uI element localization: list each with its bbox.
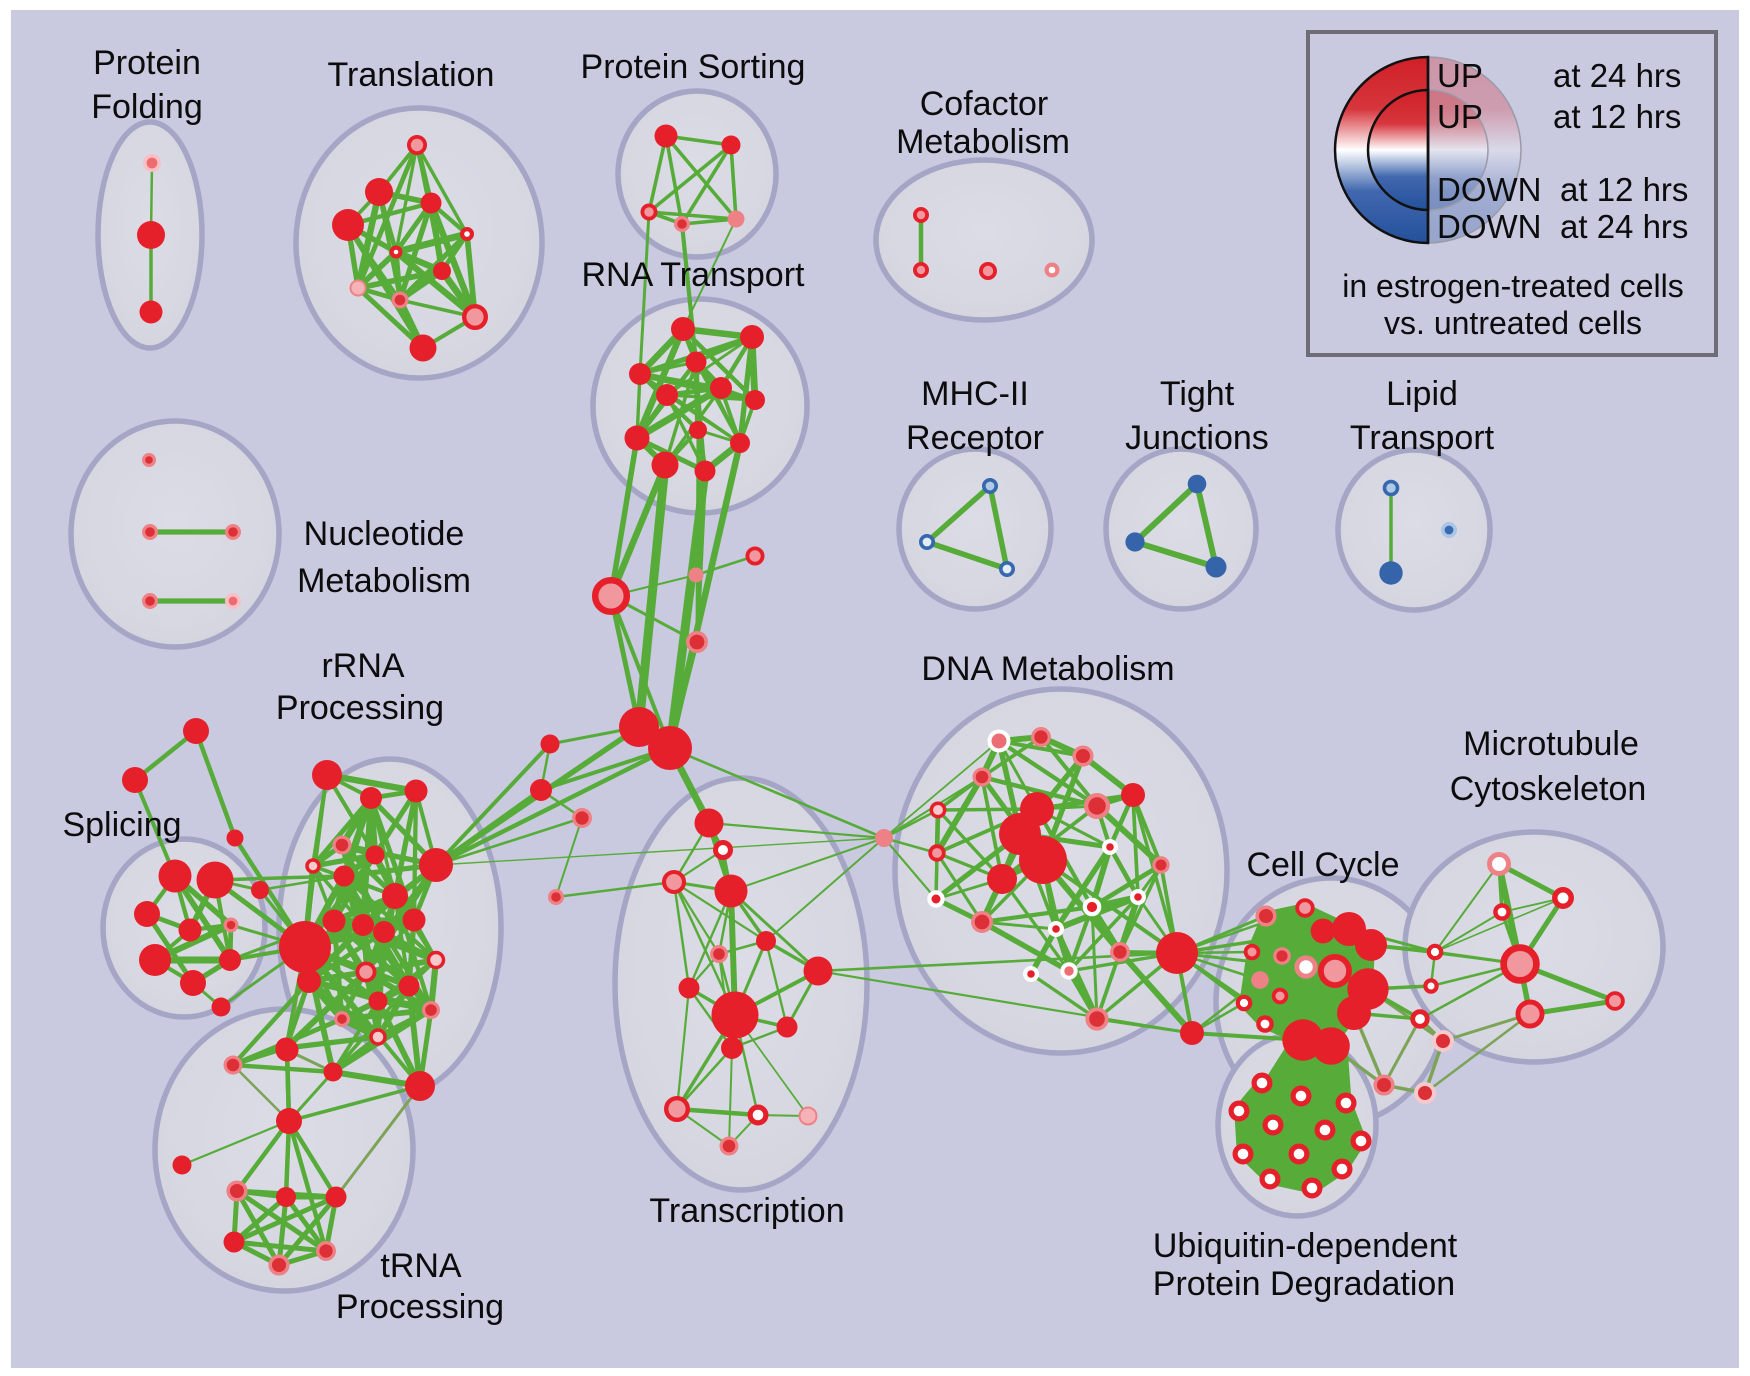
svg-text:Protein: Protein	[93, 44, 201, 82]
svg-text:Folding: Folding	[91, 88, 203, 126]
svg-text:UP: UP	[1437, 98, 1483, 135]
svg-text:Lipid: Lipid	[1386, 375, 1458, 413]
svg-text:Protein Sorting: Protein Sorting	[581, 48, 806, 86]
svg-text:RNA Transport: RNA Transport	[582, 256, 806, 294]
svg-text:Processing: Processing	[336, 1288, 504, 1326]
svg-text:Cell Cycle: Cell Cycle	[1246, 846, 1399, 884]
svg-text:Transcription: Transcription	[649, 1192, 844, 1230]
svg-text:DOWN: DOWN	[1437, 208, 1541, 245]
svg-text:Receptor: Receptor	[906, 419, 1044, 457]
svg-text:tRNA: tRNA	[380, 1247, 462, 1285]
svg-text:Microtubule: Microtubule	[1463, 725, 1639, 763]
svg-text:Metabolism: Metabolism	[297, 562, 471, 600]
svg-text:Nucleotide: Nucleotide	[304, 515, 465, 553]
svg-text:Ubiquitin-dependent: Ubiquitin-dependent	[1153, 1227, 1458, 1265]
svg-text:UP: UP	[1437, 57, 1483, 94]
svg-text:Processing: Processing	[276, 689, 444, 727]
svg-text:vs. untreated cells: vs. untreated cells	[1384, 305, 1642, 341]
svg-text:DOWN: DOWN	[1437, 171, 1541, 208]
svg-text:Metabolism: Metabolism	[896, 123, 1070, 161]
svg-text:at 12 hrs: at 12 hrs	[1553, 98, 1681, 135]
svg-text:DNA Metabolism: DNA Metabolism	[921, 650, 1174, 688]
svg-text:Junctions: Junctions	[1125, 419, 1269, 457]
svg-text:at 24 hrs: at 24 hrs	[1560, 208, 1688, 245]
svg-text:Splicing: Splicing	[62, 806, 181, 844]
svg-text:MHC-II: MHC-II	[921, 375, 1029, 413]
svg-text:Transport: Transport	[1350, 419, 1495, 457]
svg-text:at 12 hrs: at 12 hrs	[1560, 171, 1688, 208]
svg-text:Cytoskeleton: Cytoskeleton	[1450, 770, 1647, 808]
svg-text:in estrogen-treated cells: in estrogen-treated cells	[1342, 268, 1684, 304]
svg-text:Protein Degradation: Protein Degradation	[1153, 1265, 1455, 1303]
svg-text:Tight: Tight	[1160, 375, 1235, 413]
svg-text:Translation: Translation	[328, 56, 495, 94]
svg-text:at 24 hrs: at 24 hrs	[1553, 57, 1681, 94]
svg-text:rRNA: rRNA	[321, 647, 404, 685]
svg-text:Cofactor: Cofactor	[920, 85, 1049, 123]
